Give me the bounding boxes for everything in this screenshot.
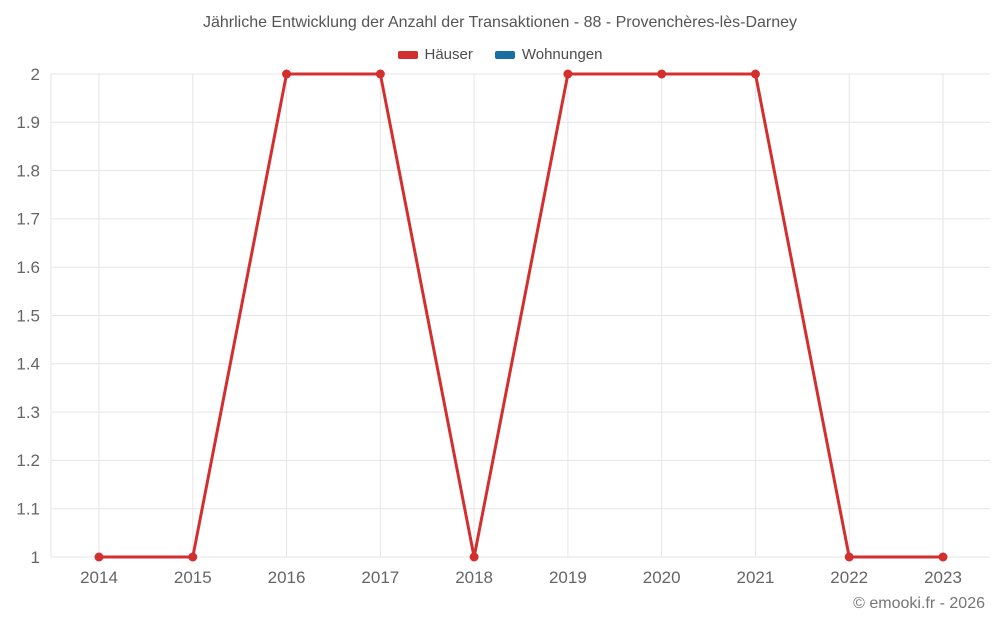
data-point-hauser-2018[interactable] bbox=[469, 552, 479, 562]
data-point-hauser-2014[interactable] bbox=[94, 552, 104, 562]
x-tick-label: 2014 bbox=[80, 568, 118, 587]
x-tick-label: 2015 bbox=[174, 568, 212, 587]
y-tick-label: 1.6 bbox=[16, 258, 40, 277]
series-line-hauser bbox=[99, 72, 943, 559]
x-tick-label: 2022 bbox=[830, 568, 868, 587]
legend-swatch-hauser bbox=[397, 50, 418, 59]
data-point-hauser-2021[interactable] bbox=[750, 69, 760, 79]
legend-item-wohnungen[interactable]: Wohnungen bbox=[494, 46, 603, 63]
x-tick-label: 2020 bbox=[643, 568, 681, 587]
x-tick-label: 2023 bbox=[924, 568, 962, 587]
data-point-hauser-2022[interactable] bbox=[844, 552, 854, 562]
data-point-hauser-2019[interactable] bbox=[563, 69, 573, 79]
y-tick-label: 1.4 bbox=[16, 355, 40, 374]
y-tick-label: 1.1 bbox=[16, 499, 40, 518]
y-tick-label: 1.2 bbox=[16, 451, 40, 470]
data-point-hauser-2016[interactable] bbox=[282, 69, 292, 79]
x-tick-label: 2019 bbox=[549, 568, 587, 587]
x-tick-label: 2021 bbox=[737, 568, 775, 587]
y-tick-label: 1.8 bbox=[16, 161, 40, 180]
x-axis-labels: 2014 2015 2016 2017 2018 2019 2020 2021 2022 2023 bbox=[80, 568, 962, 587]
copyright: © emooki.fr - 2026 bbox=[853, 595, 985, 612]
data-point-hauser-2023[interactable] bbox=[938, 552, 948, 562]
y-tick-label: 2 bbox=[31, 65, 40, 84]
series-group bbox=[94, 69, 948, 562]
y-axis-labels: 1 1.1 1.2 1.3 1.4 1.5 1.6 1.7 1.8 1.9 2 bbox=[16, 65, 40, 567]
data-point-hauser-2020[interactable] bbox=[657, 69, 667, 79]
x-tick-label: 2017 bbox=[361, 568, 399, 587]
y-tick-label: 1.3 bbox=[16, 403, 40, 422]
y-tick-label: 1.9 bbox=[16, 113, 40, 132]
x-tick-label: 2016 bbox=[268, 568, 306, 587]
data-point-hauser-2017[interactable] bbox=[375, 69, 385, 79]
y-tick-label: 1.7 bbox=[16, 210, 40, 229]
legend: Häuser Wohnungen bbox=[0, 46, 1000, 63]
legend-item-hauser[interactable]: Häuser bbox=[397, 46, 473, 63]
legend-label: Häuser bbox=[424, 46, 473, 63]
legend-swatch-wohnungen bbox=[494, 50, 515, 59]
chart-title: Jährliche Entwicklung der Anzahl der Tra… bbox=[202, 14, 798, 31]
x-tick-label: 2018 bbox=[455, 568, 493, 587]
legend-label: Wohnungen bbox=[521, 46, 603, 63]
y-tick-label: 1.5 bbox=[16, 306, 40, 325]
data-point-hauser-2015[interactable] bbox=[188, 552, 198, 562]
y-tick-label: 1 bbox=[31, 548, 40, 567]
